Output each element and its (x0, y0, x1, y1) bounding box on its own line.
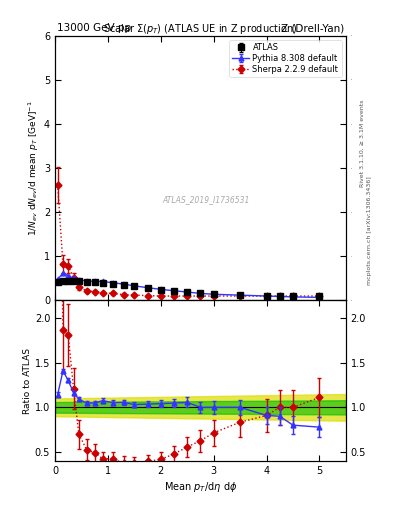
Y-axis label: $1/N_{ev}$ d$N_{ev}$/d mean $p_T$ [GeV]$^{-1}$: $1/N_{ev}$ d$N_{ev}$/d mean $p_T$ [GeV]$… (27, 100, 41, 236)
Text: 13000 GeV pp: 13000 GeV pp (57, 23, 131, 33)
Text: Rivet 3.1.10, ≥ 3.1M events: Rivet 3.1.10, ≥ 3.1M events (360, 100, 365, 187)
Text: ATLAS_2019_I1736531: ATLAS_2019_I1736531 (163, 196, 250, 204)
Title: Scalar $\Sigma(p_T)$ (ATLAS UE in Z production): Scalar $\Sigma(p_T)$ (ATLAS UE in Z prod… (103, 22, 298, 36)
Legend: ATLAS, Pythia 8.308 default, Sherpa 2.2.9 default: ATLAS, Pythia 8.308 default, Sherpa 2.2.… (229, 40, 342, 77)
X-axis label: Mean $p_T$/d$\eta$ d$\phi$: Mean $p_T$/d$\eta$ d$\phi$ (164, 480, 237, 494)
Y-axis label: Ratio to ATLAS: Ratio to ATLAS (23, 348, 32, 414)
Text: mcplots.cern.ch [arXiv:1306.3436]: mcplots.cern.ch [arXiv:1306.3436] (367, 176, 373, 285)
Text: Z (Drell-Yan): Z (Drell-Yan) (281, 23, 344, 33)
